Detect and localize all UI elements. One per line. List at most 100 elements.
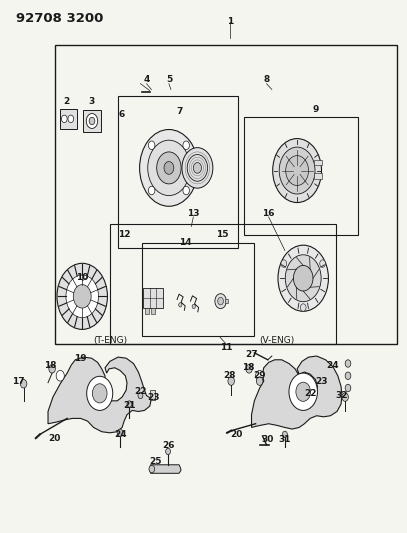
Bar <box>225 299 228 303</box>
Text: 16: 16 <box>263 209 275 217</box>
Text: 7: 7 <box>176 108 182 116</box>
Circle shape <box>148 140 190 196</box>
Circle shape <box>127 401 132 407</box>
Circle shape <box>140 130 198 206</box>
Text: 4: 4 <box>143 76 150 84</box>
Text: 18: 18 <box>44 361 56 369</box>
Text: 29: 29 <box>253 372 266 380</box>
Text: 24: 24 <box>326 361 339 369</box>
Circle shape <box>300 304 306 311</box>
Text: 28: 28 <box>223 372 235 380</box>
Circle shape <box>92 384 107 403</box>
Text: 2: 2 <box>63 97 69 106</box>
Circle shape <box>320 260 326 268</box>
Circle shape <box>293 265 313 291</box>
Text: 22: 22 <box>134 387 147 396</box>
Circle shape <box>273 139 322 203</box>
Circle shape <box>342 393 348 401</box>
Circle shape <box>281 260 287 268</box>
Bar <box>244 117 358 235</box>
Text: 30: 30 <box>262 435 274 444</box>
Text: 20: 20 <box>230 430 242 439</box>
Text: 11: 11 <box>220 343 232 352</box>
Circle shape <box>86 114 98 128</box>
Circle shape <box>187 155 208 181</box>
Text: 20: 20 <box>48 434 60 442</box>
Circle shape <box>87 376 113 410</box>
Bar <box>142 243 254 336</box>
Circle shape <box>68 115 74 123</box>
Polygon shape <box>150 465 181 473</box>
Circle shape <box>285 255 321 302</box>
Circle shape <box>138 392 143 399</box>
Circle shape <box>49 365 55 373</box>
Text: 5: 5 <box>166 76 172 84</box>
Circle shape <box>286 156 309 185</box>
Circle shape <box>183 186 189 195</box>
Circle shape <box>296 382 311 401</box>
Bar <box>145 308 149 314</box>
Text: (T-ENG): (T-ENG) <box>93 336 127 344</box>
Text: 9: 9 <box>312 105 319 114</box>
Circle shape <box>345 372 351 379</box>
Circle shape <box>149 465 155 473</box>
Circle shape <box>166 448 171 455</box>
Circle shape <box>278 245 328 311</box>
Bar <box>150 390 155 400</box>
Circle shape <box>282 431 287 438</box>
Circle shape <box>183 141 189 150</box>
Text: 27: 27 <box>245 350 258 359</box>
Circle shape <box>117 429 123 437</box>
Text: 18: 18 <box>242 364 254 372</box>
Text: 15: 15 <box>216 230 228 239</box>
Circle shape <box>193 163 201 173</box>
Circle shape <box>345 360 351 367</box>
Circle shape <box>256 377 263 385</box>
Circle shape <box>73 285 91 308</box>
Bar <box>83 110 101 132</box>
Text: 23: 23 <box>148 393 160 401</box>
Text: 14: 14 <box>179 238 192 247</box>
Bar <box>110 224 336 344</box>
Circle shape <box>345 384 351 392</box>
Circle shape <box>256 370 264 381</box>
Circle shape <box>149 186 155 195</box>
Polygon shape <box>252 356 342 429</box>
Text: 19: 19 <box>74 354 87 362</box>
Circle shape <box>157 152 181 184</box>
Text: 24: 24 <box>114 430 127 439</box>
Circle shape <box>56 370 64 381</box>
Text: 8: 8 <box>263 76 270 84</box>
Circle shape <box>218 297 223 305</box>
Circle shape <box>149 141 155 150</box>
Circle shape <box>57 263 107 329</box>
Circle shape <box>279 147 315 194</box>
Text: 10: 10 <box>76 273 88 281</box>
Circle shape <box>164 161 174 174</box>
Text: 32: 32 <box>336 391 348 400</box>
Text: 26: 26 <box>162 441 174 449</box>
Circle shape <box>215 294 226 309</box>
Text: 23: 23 <box>315 377 328 385</box>
Text: 92708 3200: 92708 3200 <box>16 12 104 25</box>
Bar <box>151 308 155 314</box>
Circle shape <box>20 379 27 388</box>
Text: 1: 1 <box>227 17 233 26</box>
Text: 17: 17 <box>12 377 25 385</box>
Text: 31: 31 <box>279 435 291 444</box>
Circle shape <box>179 303 182 307</box>
Bar <box>314 173 322 179</box>
Text: 6: 6 <box>119 110 125 119</box>
Text: 21: 21 <box>123 401 136 409</box>
Circle shape <box>228 377 234 385</box>
Text: 3: 3 <box>88 97 95 106</box>
Bar <box>118 96 238 248</box>
Text: 22: 22 <box>304 389 316 398</box>
Polygon shape <box>48 357 151 433</box>
Circle shape <box>246 365 252 373</box>
Text: 12: 12 <box>118 230 130 239</box>
Circle shape <box>66 275 98 318</box>
Circle shape <box>192 304 195 309</box>
Bar <box>143 288 163 308</box>
Circle shape <box>182 148 213 188</box>
